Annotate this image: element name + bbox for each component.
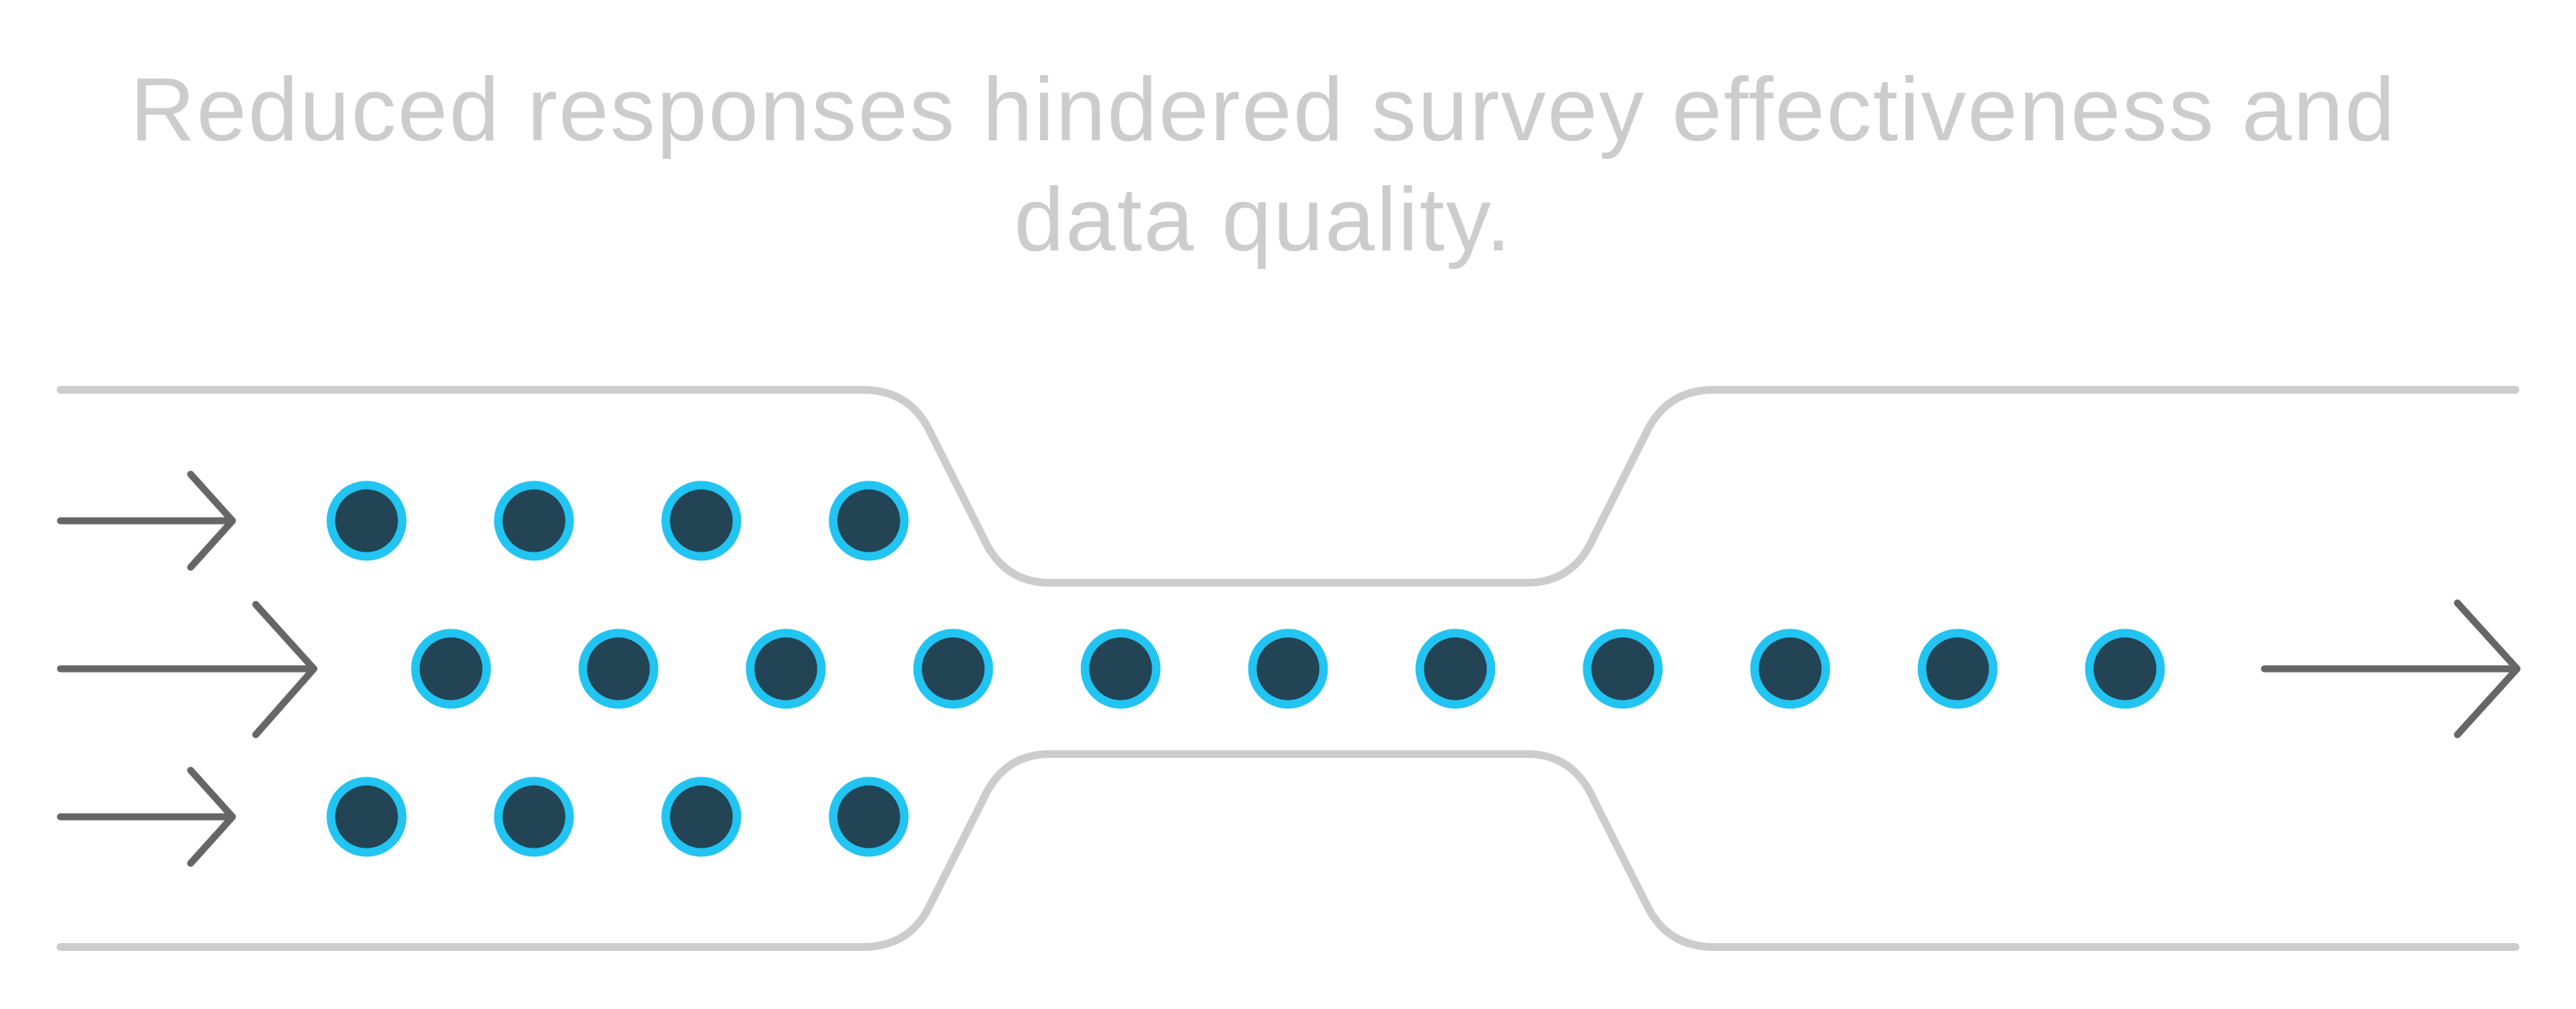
channel-bottom-wall: [57, 750, 2519, 951]
circle-icon: [1750, 628, 1830, 709]
circle-icon: [828, 480, 909, 561]
circle-icon: [1917, 628, 1998, 709]
circle-icon: [746, 628, 826, 709]
circle-icon: [1248, 628, 1328, 709]
circle-icon: [661, 777, 742, 857]
input-arrows: [57, 470, 318, 867]
arrow-right-icon: [2261, 599, 2521, 739]
circle-icon: [913, 628, 994, 709]
circle-icon: [828, 777, 909, 857]
circle-icon: [578, 628, 659, 709]
circle-icon: [1080, 628, 1161, 709]
circle-icon: [326, 777, 407, 857]
arrow-right-icon: [57, 470, 236, 571]
circle-icon: [494, 777, 574, 857]
arrow-right-icon: [57, 601, 318, 739]
circle-icon: [661, 480, 742, 561]
circle-icon: [411, 628, 491, 709]
diagram-title: Reduced responses hindered survey effect…: [129, 59, 2397, 270]
circle-icon: [2085, 628, 2165, 709]
circle-icon: [1415, 628, 1496, 709]
arrow-right-icon: [57, 766, 236, 867]
channel-top-wall: [57, 386, 2519, 587]
channel-walls: [57, 386, 2519, 951]
circle-icon: [326, 480, 407, 561]
circle-icon: [494, 480, 574, 561]
output-arrow: [2261, 599, 2521, 739]
response-dots: [326, 480, 2165, 857]
circle-icon: [1582, 628, 1663, 709]
